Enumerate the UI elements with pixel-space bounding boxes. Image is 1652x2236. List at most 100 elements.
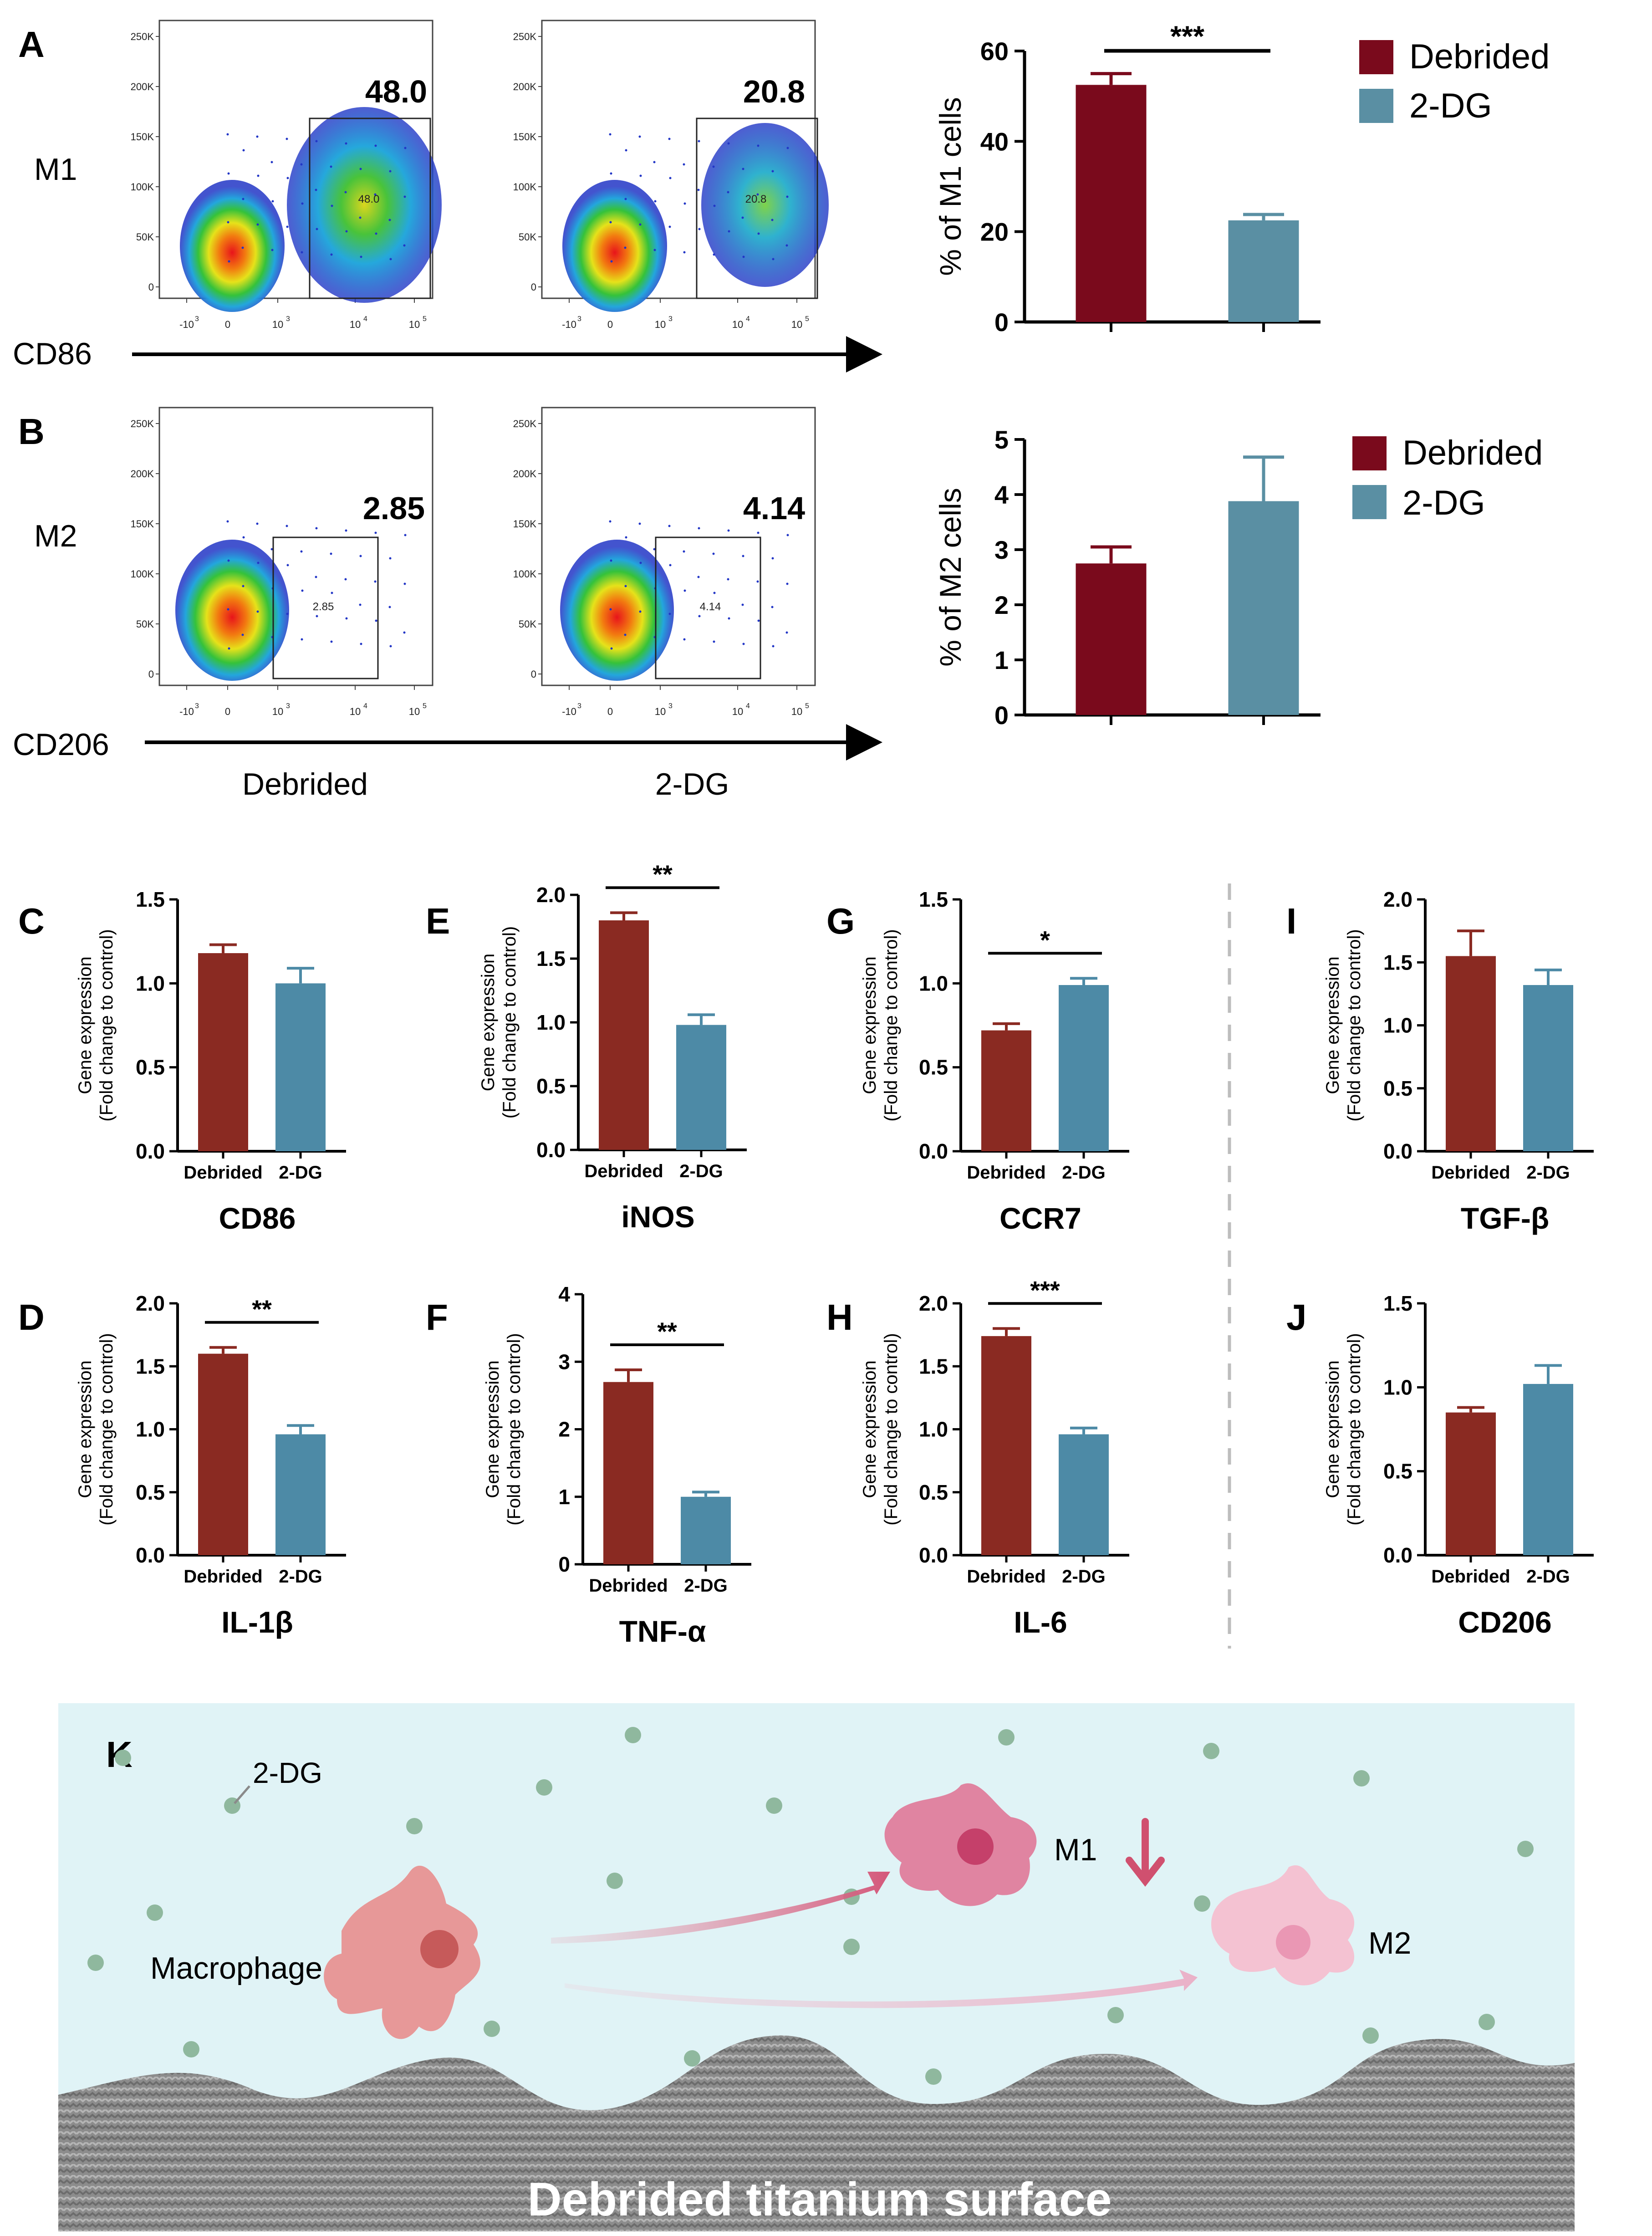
flow-event-dot (713, 204, 716, 207)
significance-stars: ** (657, 1317, 677, 1346)
arrow-to-m2 (565, 1970, 1198, 2008)
significance-stars: ** (653, 860, 673, 888)
drug-molecule-dot (1517, 1841, 1534, 1857)
flow-x-tick-exponent: 3 (286, 315, 290, 323)
flow-x-tick-label: 10 (350, 319, 361, 330)
flow-event-dot (330, 253, 333, 256)
flow-event-dot (345, 529, 347, 532)
flow-event-dot (359, 555, 362, 557)
flow-event-dot (404, 147, 407, 149)
m2-cell (1211, 1865, 1355, 1986)
bar-debrided (1076, 563, 1147, 715)
panel-letter-i: I (1286, 901, 1296, 941)
flow-x-tick-label: -10 (562, 319, 576, 330)
y-tick-label: 1.0 (1383, 1014, 1412, 1037)
legend-b-label-2dg: 2-DG (1402, 484, 1485, 522)
y-axis-label: % of M1 cells (933, 97, 967, 276)
flow-x-tick-label: 0 (225, 319, 230, 330)
flow-x-tick-label: 0 (607, 319, 613, 330)
flow-y-tick-label: 0 (531, 281, 536, 293)
panel-letter-d: D (18, 1297, 45, 1338)
category-label: Debrided (967, 1567, 1045, 1587)
y-tick-label: 2 (994, 591, 1009, 619)
category-label: Debrided (967, 1163, 1045, 1183)
flow-event-dot (785, 244, 788, 247)
chart-f: 0 1 2 3 4 Gene expression (Fold change to cont… (483, 1282, 751, 1648)
flow-event-dot (610, 647, 613, 650)
panel-letter-h: H (826, 1297, 853, 1338)
drug-molecule-dot (1353, 1770, 1370, 1787)
flow-gate (309, 117, 431, 299)
y-tick-label: 1.0 (136, 971, 165, 995)
flow-event-dot (330, 165, 332, 168)
flow-x-tick-label: -10 (562, 706, 576, 717)
drug-molecule-dot (115, 1750, 131, 1766)
drug-molecule-dot (625, 1727, 641, 1743)
y-tick-label: 2.0 (536, 883, 566, 907)
flow-event-dot (301, 589, 304, 592)
drug-molecule-dot (607, 1873, 623, 1889)
flow-event-dot (316, 228, 318, 230)
flow-y-tick-label: 150K (131, 131, 154, 143)
flow-event-dot (374, 144, 377, 147)
flow-event-dot (242, 536, 245, 539)
flow-event-dot (300, 550, 303, 553)
flow-event-dot (331, 204, 333, 207)
flow-event-dot (757, 232, 760, 235)
flow-event-dot (610, 260, 613, 263)
bar-2dg (1228, 220, 1299, 322)
flow-population-negative (180, 180, 285, 312)
drug-molecule-dot (484, 2021, 500, 2037)
flow-event-dot (389, 557, 392, 560)
y-axis-label: Gene expression (483, 1360, 503, 1498)
category-label: Debrided (589, 1576, 668, 1596)
flow-event-dot (315, 140, 318, 143)
flow-row-label-m1: M1 (34, 152, 77, 187)
arrow-to-m1 (551, 1872, 890, 1944)
flow-event-dot (771, 170, 774, 173)
y-axis-label: Gene expression (75, 1360, 95, 1498)
flow-event-dot (389, 258, 392, 260)
flow-event-dot (286, 177, 289, 179)
flow-event-dot (712, 552, 715, 555)
category-label: Debrided (184, 1567, 262, 1587)
flow-event-dot (226, 520, 229, 523)
flow-event-dot (375, 232, 377, 235)
legend-a-label-debrided: Debrided (1409, 37, 1550, 76)
flow-event-dot (728, 230, 730, 233)
flow-y-tick-label: 150K (513, 518, 537, 530)
flow-y-tick-label: 250K (131, 31, 154, 42)
chart-a: 0 20 40 60 % of M1 cells *** (933, 20, 1321, 337)
y-axis-label-secondary: (Fold change to control) (97, 1333, 117, 1525)
y-tick-label: 0.5 (136, 1056, 165, 1079)
flow-event-dot (683, 163, 685, 166)
chart-g: 0.0 0.5 1.0 1.5 Gene expression (Fold change … (860, 888, 1129, 1235)
legend-a-label-2dg: 2-DG (1409, 87, 1492, 125)
chart-i: 0.0 0.5 1.0 1.5 2.0 Gene expression (Fold chan… (1323, 888, 1594, 1235)
flow-y-tick-label: 50K (136, 231, 154, 243)
flow-event-dot (228, 260, 230, 263)
chart-title: CD86 (219, 1201, 296, 1235)
flow-y-tick-label: 0 (148, 669, 154, 680)
y-tick-label: 0.0 (136, 1139, 165, 1163)
y-tick-label: 1.5 (1383, 950, 1412, 974)
flow-event-dot (359, 216, 362, 219)
y-tick-label: 2.0 (136, 1292, 165, 1315)
flow-event-dot (742, 255, 745, 258)
drug-molecule-dot (87, 1955, 104, 1971)
flow-y-tick-label: 200K (131, 81, 154, 92)
flow-event-dot (610, 559, 612, 562)
flow-event-dot (713, 253, 715, 256)
panel-letter-f: F (426, 1297, 448, 1338)
flow-event-dot (727, 191, 729, 194)
drug-molecule-dot (1479, 2014, 1495, 2030)
bar-debrided (198, 1353, 248, 1555)
chart-e: 0.0 0.5 1.0 1.5 2.0 Gene expression (Fold chan… (478, 860, 747, 1234)
chart-d: 0.0 0.5 1.0 1.5 2.0 Gene expression (Fold chan… (75, 1292, 346, 1639)
y-tick-label: 5 (994, 425, 1009, 454)
y-tick-label: 0.0 (136, 1543, 165, 1567)
y-axis-label: Gene expression (860, 956, 880, 1094)
y-tick-label: 1.0 (919, 971, 948, 995)
flow-x-tick-label: 10 (272, 319, 283, 330)
bar-debrided (603, 1382, 653, 1564)
